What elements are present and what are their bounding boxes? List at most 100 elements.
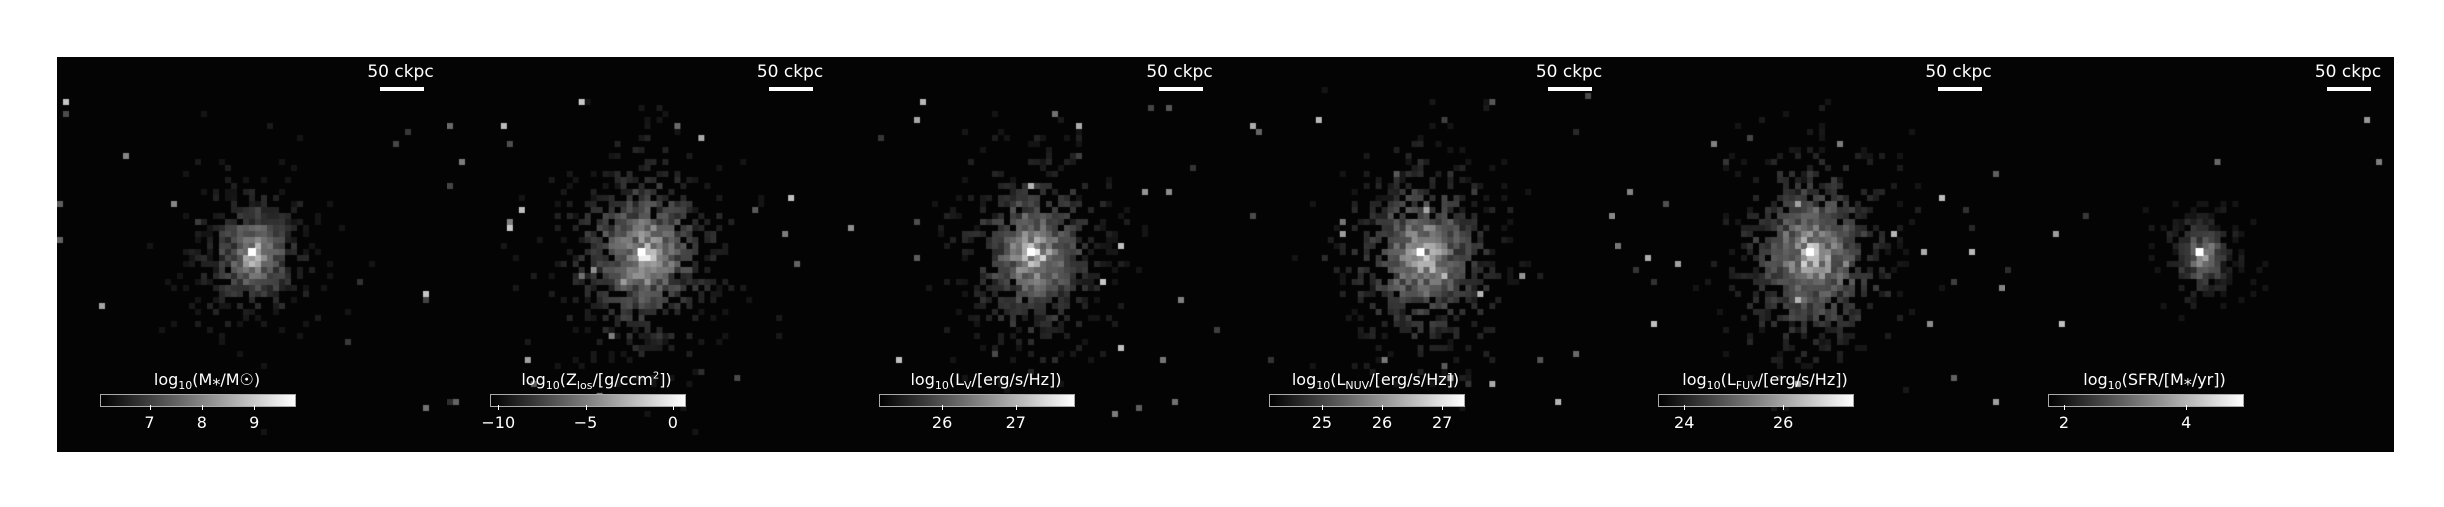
colorbar-tick [149,405,151,410]
scale-bar-label: 50 ckpc [2314,62,2382,82]
colorbar-title: log10(M⁎/M☉) [92,370,322,392]
colorbar-tick [201,405,203,410]
colorbar-title-part: ]) [659,370,672,389]
colorbar-title-part: (Z [559,370,577,389]
scale-bar [1937,87,1982,91]
colorbar [489,394,686,407]
colorbar-ticks: 26 27 [880,405,1074,435]
colorbar-title-part: (L [1720,370,1736,389]
colorbar [879,394,1075,407]
colorbar-title-part: log [153,370,179,389]
colorbar-title-part: log [910,370,935,389]
scale-bar [379,87,424,91]
colorbar-tick [585,405,587,410]
colorbar-tick [254,405,256,410]
colorbar-tick [1684,405,1686,410]
colorbar-title-part: /[erg/s/Hz]) [971,370,1062,389]
colorbar-title-part: NUV [1345,379,1370,393]
scale-bar-label: 50 ckpc [367,62,434,82]
colorbar-tick-label: 27 [1431,413,1453,432]
pixel-map [446,57,836,452]
colorbar-tick [942,405,944,410]
colorbar-tick-label: 8 [196,413,207,432]
map-panel-luminosity-fuv: 50 ckpc log10(LFUV/[erg/s/Hz]) 24 26 [1615,57,2005,452]
colorbar-title-part: V [964,379,972,393]
colorbar-title-part: log [2083,370,2108,389]
colorbar-title-part: 2 [652,370,660,382]
colorbar-title-part: (M⁎/M☉) [192,370,261,389]
colorbar-tick-label: 25 [1311,413,1333,432]
map-panel-luminosity-v: 50 ckpc log10(LV/[erg/s/Hz]) 26 27 [836,57,1226,452]
colorbar-title-part: log [521,370,546,389]
colorbar-tick [2186,405,2188,410]
colorbar-title-part: 10 [178,379,193,393]
colorbar-tick [1783,405,1785,410]
colorbar-tick-label: 26 [1772,413,1794,432]
colorbar-tick [498,405,500,410]
colorbar [2047,394,2244,407]
scale-bar-label: 50 ckpc [1146,62,1213,82]
colorbar-tick [1442,405,1444,410]
scale-bar-label: 50 ckpc [756,62,824,82]
map-panel-metal-surface-density: 50 ckpc log10(Zlos/[g/ccm2]) −10 −5 0 [446,57,836,452]
colorbar-title: log10(LV/[erg/s/Hz]) [871,370,1101,392]
colorbar-title-part: 10 [1316,379,1331,393]
colorbar-tick-label: 0 [667,413,678,432]
pixel-map [1225,57,1615,452]
colorbar-title-part: /[erg/s/Hz]) [1369,370,1460,389]
colorbar-title-part: log [1682,370,1707,389]
colorbar [100,394,296,407]
colorbar-title: log10(LNUV/[erg/s/Hz]) [1261,370,1491,392]
colorbar-title-part: FUV [1735,379,1758,393]
map-panel-stellar-mass: 50 ckpc log10(M⁎/M☉) 7 8 9 [57,57,447,452]
colorbar-tick [1321,405,1323,410]
scale-bar-label: 50 ckpc [1535,62,1603,82]
colorbar-tick-label: 7 [144,413,155,432]
colorbar-ticks: 24 26 [1659,405,1853,435]
colorbar-title-part: (L [1330,370,1346,389]
colorbar-tick-label: 9 [249,413,260,432]
pixel-map [1615,57,2005,452]
scale-bar-label: 50 ckpc [1925,62,1992,82]
colorbar-tick-label: 24 [1674,413,1695,432]
colorbar-title-part: (SFR/[M⁎/yr]) [2121,370,2226,389]
scale-bar [1158,87,1203,91]
colorbar-tick-label: 27 [1005,413,1026,432]
colorbar-title-part: los [576,379,593,393]
scale-bar [1548,87,1592,91]
scale-bar [769,87,813,91]
colorbar-title: log10(Zlos/[g/ccm2]) [482,370,712,392]
colorbar-tick-label: 2 [2058,413,2070,432]
colorbar-tick-label: 4 [2181,413,2192,432]
colorbar [1658,394,1854,407]
colorbar-tick [1015,405,1017,410]
colorbar-ticks: 7 8 9 [101,405,295,435]
colorbar-title-part: /[g/ccm [592,370,653,389]
colorbar-ticks: 25 26 27 [1270,405,1464,435]
colorbar-ticks: −10 −5 0 [481,405,685,435]
pixel-map [57,57,447,452]
colorbar-tick [672,405,674,410]
colorbar-tick-label: 26 [1371,413,1393,432]
colorbar-tick-label: 26 [931,413,953,432]
colorbar-title-part: /[erg/s/Hz]) [1757,370,1848,389]
colorbar-title-part: log [1291,370,1317,389]
colorbar-title: log10(SFR/[M⁎/yr]) [2040,370,2270,392]
colorbar-title-part: 10 [545,379,560,393]
pixel-map [2004,57,2394,452]
colorbar-title-part: 10 [2107,379,2122,393]
colorbar-tick [2064,405,2066,410]
colorbar-title-part: 10 [1706,379,1721,393]
colorbar-tick [1382,405,1384,410]
colorbar-title: log10(LFUV/[erg/s/Hz]) [1650,370,1880,392]
map-panel-luminosity-nuv: 50 ckpc log10(LNUV/[erg/s/Hz]) 25 26 27 [1225,57,1615,452]
colorbar-title-part: (L [948,370,965,389]
colorbar-title-part: 10 [934,379,949,393]
colorbar-tick-label: −10 [481,413,516,432]
pixel-map [836,57,1226,452]
scale-bar [2327,87,2371,91]
colorbar [1268,394,1465,407]
colorbar-tick-label: −5 [573,413,598,432]
